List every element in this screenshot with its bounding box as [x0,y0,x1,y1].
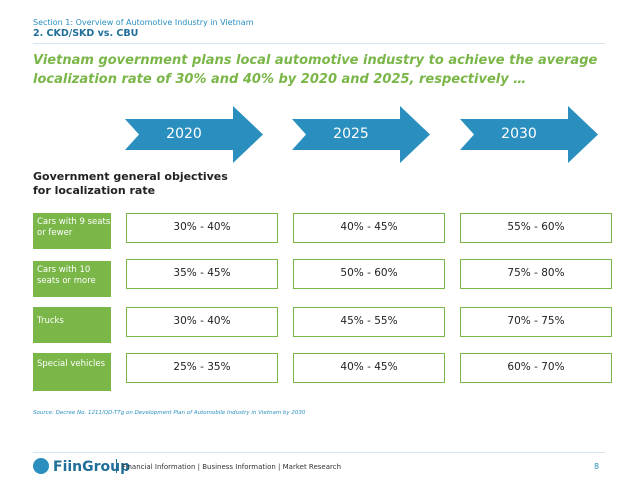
arrow-icon [125,106,263,163]
footer-separator [116,459,117,473]
value-cell: 75% - 80% [460,259,612,289]
footer-tagline: Financial Information | Business Informa… [122,463,342,471]
category-cars-10-seats: Cars with 10 seats or more [33,261,111,297]
value-cell: 60% - 70% [460,353,612,383]
fiingroup-logo-icon [33,458,49,474]
slide-subtitle: 2. CKD/SKD vs. CBU [33,28,139,39]
category-cars-9-seats: Cars with 9 seats or fewer [33,213,111,249]
value-cell: 45% - 55% [293,307,445,337]
logo-text: FiinGroup [53,459,131,475]
source-note: Source: Decree No. 1211/QD-TTg on Develo… [33,410,306,416]
category-special-vehicles: Special vehicles [33,353,111,391]
arrow-icon [460,106,598,163]
value-cell: 25% - 35% [126,353,278,383]
value-cell: 35% - 45% [126,259,278,289]
year-arrow-2030: 2030 [460,106,598,163]
year-label: 2025 [333,126,369,142]
page-number: 8 [594,462,600,471]
year-arrow-2025: 2025 [292,106,430,163]
value-cell: 50% - 60% [293,259,445,289]
value-cell: 30% - 40% [126,213,278,243]
section-label: Section 1: Overview of Automotive Indust… [33,18,254,27]
slide-headline: Vietnam government plans local automotiv… [33,53,598,87]
category-trucks: Trucks [33,307,111,343]
value-cell: 40% - 45% [293,353,445,383]
year-arrow-2020: 2020 [125,106,263,163]
footer-divider [33,452,605,453]
year-label: 2020 [166,126,202,142]
objective-heading: Government general objectives for locali… [33,170,228,197]
header-divider [33,43,605,44]
value-cell: 70% - 75% [460,307,612,337]
arrow-icon [292,106,430,163]
value-cell: 55% - 60% [460,213,612,243]
value-cell: 40% - 45% [293,213,445,243]
value-cell: 30% - 40% [126,307,278,337]
year-label: 2030 [501,126,537,142]
